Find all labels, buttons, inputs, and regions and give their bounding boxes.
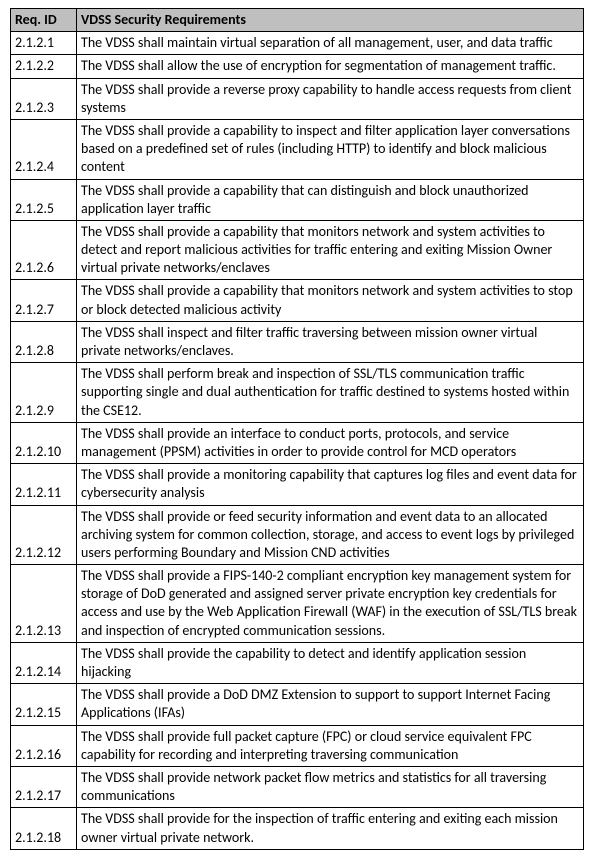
req-id-cell: 2.1.2.10 xyxy=(11,422,77,463)
requirements-table: Req. ID VDSS Security Requirements 2.1.2… xyxy=(10,8,584,850)
page: Req. ID VDSS Security Requirements 2.1.2… xyxy=(0,0,594,858)
table-row: 2.1.2.5The VDSS shall provide a capabili… xyxy=(11,179,584,220)
req-id-cell: 2.1.2.14 xyxy=(11,642,77,683)
table-row: 2.1.2.7The VDSS shall provide a capabili… xyxy=(11,280,584,321)
req-id-cell: 2.1.2.6 xyxy=(11,220,77,280)
table-row: 2.1.2.17The VDSS shall provide network p… xyxy=(11,766,584,807)
req-desc-cell: The VDSS shall provide a FIPS-140-2 comp… xyxy=(77,565,584,643)
req-desc-cell: The VDSS shall provide a capability that… xyxy=(77,179,584,220)
req-desc-cell: The VDSS shall provide for the inspectio… xyxy=(77,808,584,849)
req-id-cell: 2.1.2.17 xyxy=(11,766,77,807)
req-id-cell: 2.1.2.12 xyxy=(11,505,77,565)
table-row: 2.1.2.12The VDSS shall provide or feed s… xyxy=(11,505,584,565)
req-desc-cell: The VDSS shall provide a monitoring capa… xyxy=(77,464,584,505)
req-desc-cell: The VDSS shall allow the use of encrypti… xyxy=(77,55,584,78)
req-desc-cell: The VDSS shall provide network packet fl… xyxy=(77,766,584,807)
table-row: 2.1.2.1The VDSS shall maintain virtual s… xyxy=(11,32,584,55)
req-id-cell: 2.1.2.7 xyxy=(11,280,77,321)
table-row: 2.1.2.14The VDSS shall provide the capab… xyxy=(11,642,584,683)
req-id-cell: 2.1.2.13 xyxy=(11,565,77,643)
req-id-cell: 2.1.2.15 xyxy=(11,684,77,725)
req-id-cell: 2.1.2.11 xyxy=(11,464,77,505)
req-id-cell: 2.1.2.8 xyxy=(11,321,77,362)
table-row: 2.1.2.2The VDSS shall allow the use of e… xyxy=(11,55,584,78)
table-row: 2.1.2.18The VDSS shall provide for the i… xyxy=(11,808,584,849)
table-body: 2.1.2.1The VDSS shall maintain virtual s… xyxy=(11,32,584,850)
req-desc-cell: The VDSS shall inspect and filter traffi… xyxy=(77,321,584,362)
req-id-cell: 2.1.2.2 xyxy=(11,55,77,78)
table-row: 2.1.2.11The VDSS shall provide a monitor… xyxy=(11,464,584,505)
req-desc-cell: The VDSS shall maintain virtual separati… xyxy=(77,32,584,55)
col-header-desc: VDSS Security Requirements xyxy=(77,9,584,32)
req-desc-cell: The VDSS shall provide an interface to c… xyxy=(77,422,584,463)
req-desc-cell: The VDSS shall provide or feed security … xyxy=(77,505,584,565)
req-desc-cell: The VDSS shall provide full packet captu… xyxy=(77,725,584,766)
table-row: 2.1.2.9The VDSS shall perform break and … xyxy=(11,363,584,423)
req-desc-cell: The VDSS shall provide a capability that… xyxy=(77,280,584,321)
req-id-cell: 2.1.2.9 xyxy=(11,363,77,423)
table-row: 2.1.2.10The VDSS shall provide an interf… xyxy=(11,422,584,463)
table-row: 2.1.2.13The VDSS shall provide a FIPS-14… xyxy=(11,565,584,643)
req-desc-cell: The VDSS shall provide a capability that… xyxy=(77,220,584,280)
req-id-cell: 2.1.2.1 xyxy=(11,32,77,55)
req-id-cell: 2.1.2.16 xyxy=(11,725,77,766)
table-header: Req. ID VDSS Security Requirements xyxy=(11,9,584,32)
table-row: 2.1.2.3The VDSS shall provide a reverse … xyxy=(11,78,584,119)
table-row: 2.1.2.8The VDSS shall inspect and filter… xyxy=(11,321,584,362)
req-desc-cell: The VDSS shall provide a DoD DMZ Extensi… xyxy=(77,684,584,725)
table-row: 2.1.2.6The VDSS shall provide a capabili… xyxy=(11,220,584,280)
col-header-id: Req. ID xyxy=(11,9,77,32)
req-desc-cell: The VDSS shall provide a reverse proxy c… xyxy=(77,78,584,119)
req-id-cell: 2.1.2.4 xyxy=(11,119,77,179)
req-id-cell: 2.1.2.5 xyxy=(11,179,77,220)
table-row: 2.1.2.4The VDSS shall provide a capabili… xyxy=(11,119,584,179)
req-desc-cell: The VDSS shall provide the capability to… xyxy=(77,642,584,683)
table-row: 2.1.2.15The VDSS shall provide a DoD DMZ… xyxy=(11,684,584,725)
req-desc-cell: The VDSS shall perform break and inspect… xyxy=(77,363,584,423)
table-row: 2.1.2.16The VDSS shall provide full pack… xyxy=(11,725,584,766)
req-id-cell: 2.1.2.3 xyxy=(11,78,77,119)
req-desc-cell: The VDSS shall provide a capability to i… xyxy=(77,119,584,179)
req-id-cell: 2.1.2.18 xyxy=(11,808,77,849)
table-header-row: Req. ID VDSS Security Requirements xyxy=(11,9,584,32)
